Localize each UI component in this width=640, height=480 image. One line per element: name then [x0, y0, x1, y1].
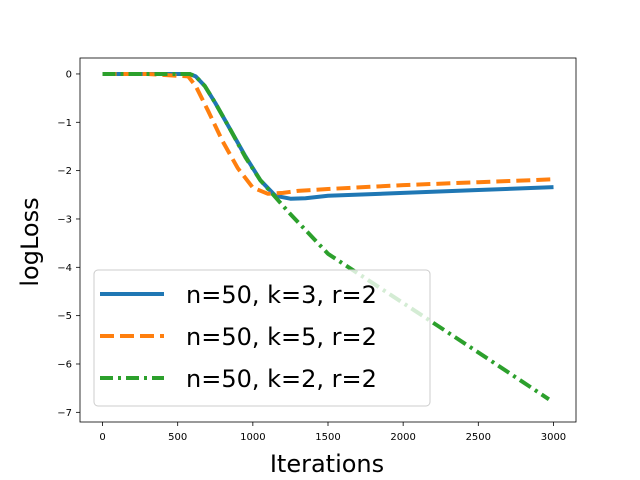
y-tick-label: −1: [57, 118, 72, 129]
legend-label-2: n=50, k=5, r=2: [186, 323, 377, 351]
y-tick-label: −5: [57, 311, 72, 322]
x-tick-label: 1500: [315, 432, 340, 443]
legend-box: [93, 269, 431, 407]
legend: n=50, k=3, r=2 n=50, k=5, r=2 n=50, k=2, r…: [93, 269, 431, 407]
y-axis: 0 −1 −2 −3 −4 −5 −6 −7: [57, 69, 80, 419]
legend-label-1: n=50, k=3, r=2: [186, 281, 377, 309]
x-tick-label: 0: [99, 432, 105, 443]
legend-label-3: n=50, k=2, r=2: [186, 365, 377, 393]
y-tick-label: −6: [57, 359, 72, 370]
series-line-2: [102, 72, 554, 196]
y-tick-label: −7: [57, 408, 72, 419]
y-axis-title: logLoss: [16, 197, 44, 286]
x-tick-label: 500: [168, 432, 187, 443]
x-tick-label: 2000: [390, 432, 415, 443]
y-tick-label: −2: [57, 166, 72, 177]
y-tick-label: 0: [66, 69, 72, 80]
x-axis: 0 500 1000 1500 2000 2500 3000: [99, 422, 566, 443]
x-tick-label: 3000: [541, 432, 566, 443]
x-tick-label: 2500: [466, 432, 491, 443]
x-axis-title: Iterations: [270, 450, 384, 478]
x-tick-label: 1000: [240, 432, 265, 443]
y-tick-label: −4: [57, 263, 72, 274]
y-tick-label: −3: [57, 214, 72, 225]
